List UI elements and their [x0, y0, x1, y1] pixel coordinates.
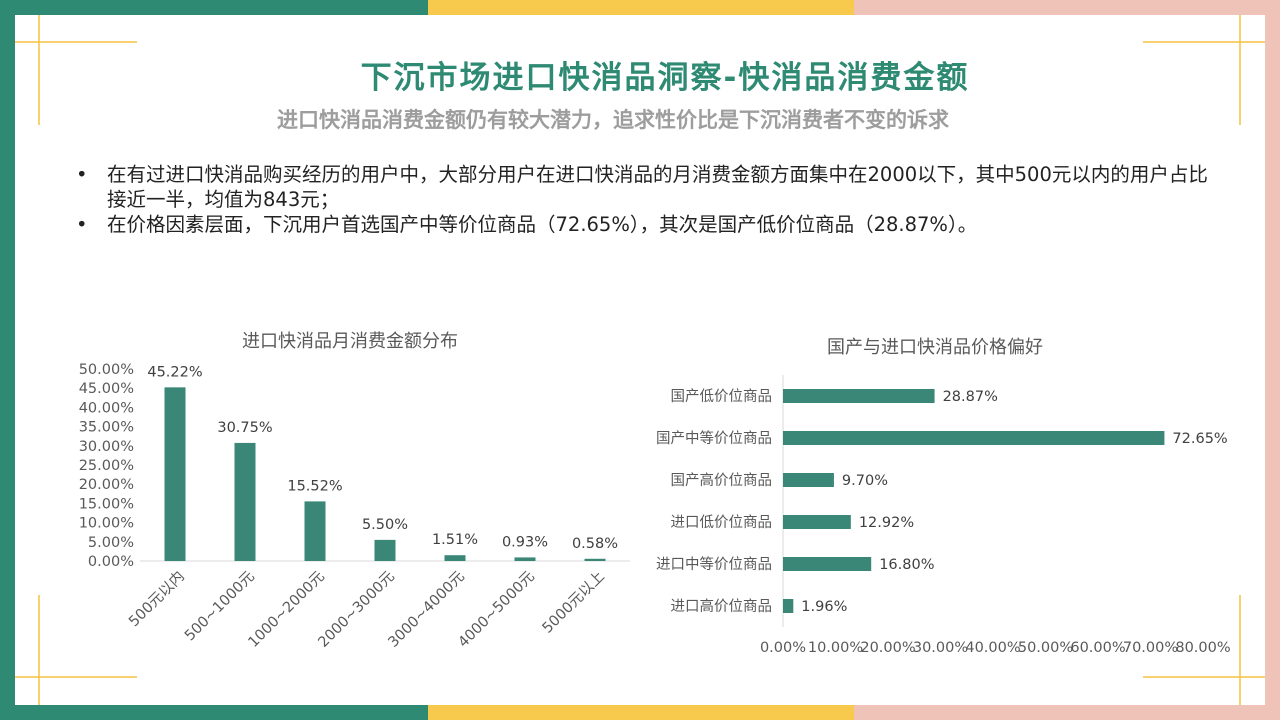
- data-label: 9.70%: [842, 473, 888, 489]
- x-tick-label: 50.00%: [1018, 640, 1073, 656]
- y-tick-label: 进口中等价位商品: [656, 555, 772, 573]
- data-label: 0.58%: [572, 536, 618, 552]
- monthly-spend-bar-chart: 0.00% 5.00% 10.00% 15.00% 20.00% 25.00% 30.00%…: [79, 362, 630, 651]
- bar: [374, 539, 396, 561]
- x-tick-label: 500~1000元: [182, 569, 258, 645]
- bullet-dot: •: [76, 213, 88, 236]
- y-tick-label: 进口高价位商品: [671, 598, 773, 615]
- right-border: [1265, 0, 1280, 720]
- bar: [584, 558, 606, 561]
- y-tick-label: 50.00%: [79, 362, 134, 378]
- corner-decoration-bottom-right: [1143, 595, 1265, 705]
- bullet-item: • 在有过进口快消品购买经历的用户中，大部分用户在进口快消品的月消费金额方面集中…: [76, 162, 1216, 212]
- y-tick-label: 30.00%: [79, 439, 134, 455]
- data-label: 1.51%: [432, 532, 478, 548]
- y-tick-label: 25.00%: [79, 458, 134, 474]
- data-label: 28.87%: [943, 389, 998, 405]
- bar: [234, 442, 256, 561]
- data-label: 45.22%: [147, 364, 202, 380]
- data-label: 1.96%: [801, 599, 847, 615]
- y-tick-label: 10.00%: [79, 516, 134, 532]
- price-preference-bar-chart: 国产低价位商品 28.87% 国产中等价位商品 72.65% 国产高价位商品 9.70% 进…: [656, 375, 1231, 656]
- x-tick-label: 80.00%: [1175, 640, 1230, 656]
- top-border: [0, 0, 1280, 15]
- corner-decoration-top-left: [15, 15, 137, 125]
- bar: [164, 387, 186, 561]
- bullet-item: • 在价格因素层面，下沉用户首选国产中等价位商品（72.65%），其次是国产低价…: [76, 212, 1216, 237]
- bar: [783, 557, 872, 571]
- bar: [783, 515, 851, 529]
- y-tick-label: 国产高价位商品: [671, 472, 773, 489]
- data-label: 5.50%: [362, 517, 408, 533]
- y-tick-label: 20.00%: [79, 477, 134, 493]
- data-label: 72.65%: [1172, 431, 1227, 447]
- bottom-border: [0, 705, 1280, 720]
- x-tick-label: 10.00%: [808, 640, 863, 656]
- x-tick-label: 4000~5000元: [455, 569, 537, 651]
- x-tick-label: 70.00%: [1123, 640, 1178, 656]
- bar: [783, 599, 794, 613]
- bar: [304, 501, 326, 561]
- y-tick-label: 进口低价位商品: [671, 514, 773, 531]
- y-tick-label: 国产低价位商品: [671, 388, 773, 405]
- y-tick-label: 国产中等价位商品: [656, 429, 772, 447]
- x-tick-label: 20.00%: [860, 640, 915, 656]
- x-tick-label: 40.00%: [965, 640, 1020, 656]
- x-tick-label: 500元以内: [125, 568, 187, 630]
- x-tick-label: 0.00%: [760, 640, 806, 656]
- x-tick-label: 60.00%: [1070, 640, 1125, 656]
- data-label: 16.80%: [879, 557, 934, 573]
- x-tick-label: 30.00%: [913, 640, 968, 656]
- y-tick-label: 45.00%: [79, 381, 134, 397]
- y-tick-label: 5.00%: [88, 535, 134, 551]
- y-tick-label: 15.00%: [79, 496, 134, 512]
- price-preference-chart-title: 国产与进口快消品价格偏好: [827, 337, 1043, 358]
- data-label: 30.75%: [217, 420, 272, 436]
- left-border: [0, 0, 15, 720]
- data-label: 0.93%: [502, 534, 548, 550]
- y-tick-label: 40.00%: [79, 400, 134, 416]
- bullet-dot: •: [76, 163, 88, 186]
- bar: [783, 431, 1165, 445]
- bar: [783, 389, 935, 403]
- x-tick-label: 5000元以上: [539, 568, 608, 637]
- page-title: 下沉市场进口快消品洞察-快消品消费金额: [360, 60, 970, 96]
- bar: [444, 555, 466, 561]
- bar: [514, 557, 536, 561]
- data-label: 15.52%: [287, 478, 342, 494]
- corner-decoration-bottom-left: [15, 595, 137, 705]
- page-subtitle: 进口快消品消费金额仍有较大潜力，追求性价比是下沉消费者不变的诉求: [277, 108, 949, 132]
- monthly-spend-chart-title: 进口快消品月消费金额分布: [242, 331, 458, 352]
- data-label: 12.92%: [859, 515, 914, 531]
- bullet-text: 在有过进口快消品购买经历的用户中，大部分用户在进口快消品的月消费金额方面集中在2…: [107, 163, 1208, 211]
- bar: [783, 473, 834, 487]
- y-tick-label: 0.00%: [88, 554, 134, 570]
- corner-decoration-top-right: [1143, 15, 1265, 125]
- bullet-text: 在价格因素层面，下沉用户首选国产中等价位商品（72.65%），其次是国产低价位商…: [107, 213, 978, 236]
- y-tick-label: 35.00%: [79, 420, 134, 436]
- bullet-list: • 在有过进口快消品购买经历的用户中，大部分用户在进口快消品的月消费金额方面集中…: [76, 162, 1216, 237]
